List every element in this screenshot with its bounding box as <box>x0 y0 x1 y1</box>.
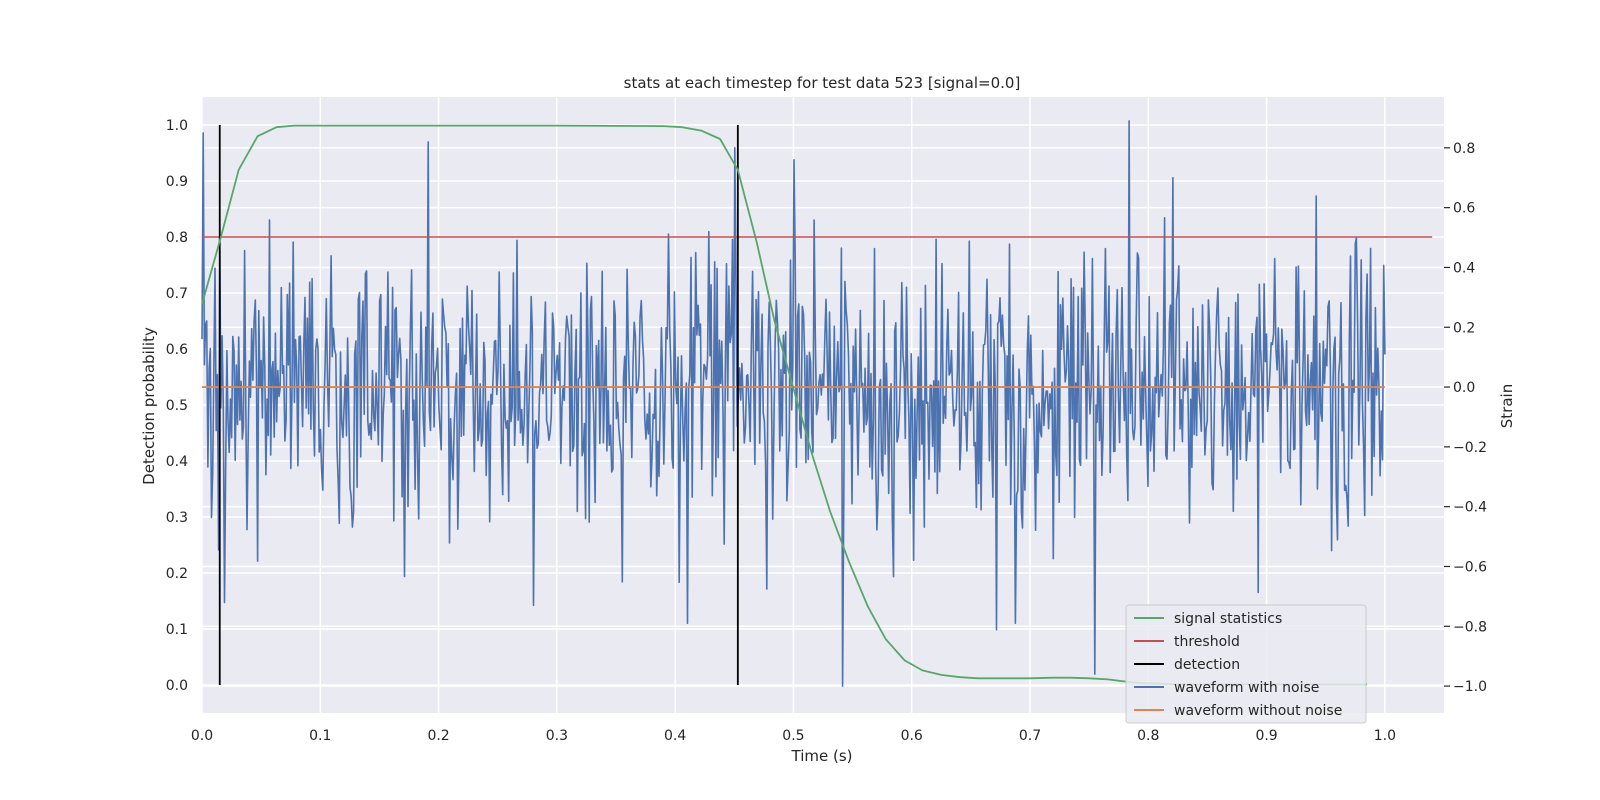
legend-entry-label: threshold <box>1174 634 1240 650</box>
plot-series <box>201 120 1433 687</box>
y-tick-label: 0.3 <box>166 510 188 526</box>
y2-tick-label: 0.8 <box>1453 141 1475 157</box>
y-tick-label: 0.4 <box>166 454 188 470</box>
legend-entry-label: waveform without noise <box>1174 703 1342 719</box>
y2-tick-label: −0.4 <box>1453 500 1487 516</box>
y-tick-label: 1.0 <box>166 118 188 134</box>
y2-tick-label: 0.0 <box>1453 380 1475 396</box>
right-y-axis-ticks: −1.0 −0.8 −0.6 −0.4 −0.2 0.0 0.2 0.4 0.6 0.8 <box>1444 141 1487 695</box>
x-tick-label: 0.8 <box>1137 728 1159 744</box>
x-tick-label: 0.0 <box>191 728 213 744</box>
legend-entry-label: signal statistics <box>1174 611 1282 627</box>
left-y-axis-label: Detection probability <box>140 327 158 485</box>
x-tick-label: 0.9 <box>1255 728 1277 744</box>
y2-tick-label: 0.2 <box>1453 320 1475 336</box>
chart-title: stats at each timestep for test data 523… <box>624 74 1021 92</box>
y2-tick-label: −0.2 <box>1453 440 1487 456</box>
y-tick-label: 0.7 <box>166 286 188 302</box>
y-tick-label: 0.6 <box>166 342 188 358</box>
left-y-axis-ticks: 0.0 0.1 0.2 0.3 0.4 0.5 0.6 0.7 0.8 0.9 1.0 <box>166 118 188 694</box>
right-y-axis-label: Strain <box>1498 384 1516 428</box>
x-tick-label: 0.3 <box>546 728 568 744</box>
y-tick-label: 0.5 <box>166 398 188 414</box>
legend-entry-label: waveform with noise <box>1174 680 1319 696</box>
y-tick-label: 0.9 <box>166 174 188 190</box>
y-tick-label: 0.0 <box>166 678 188 694</box>
x-axis-ticks: 0.0 0.1 0.2 0.3 0.4 0.5 0.6 0.7 0.8 0.9 1.0 <box>191 728 1396 744</box>
y-tick-label: 0.1 <box>166 622 188 638</box>
x-tick-label: 0.6 <box>901 728 923 744</box>
y2-tick-label: −0.8 <box>1453 619 1487 635</box>
x-tick-label: 0.2 <box>427 728 449 744</box>
x-tick-label: 0.1 <box>309 728 331 744</box>
y2-tick-label: 0.6 <box>1453 201 1475 217</box>
series-waveform-with-noise <box>201 120 1386 687</box>
x-tick-label: 1.0 <box>1374 728 1396 744</box>
x-tick-label: 0.7 <box>1019 728 1041 744</box>
x-axis-label: Time (s) <box>791 747 853 765</box>
y2-tick-label: −1.0 <box>1453 679 1487 695</box>
legend: signal statistics threshold detection wavef… <box>1125 604 1367 724</box>
y2-tick-label: −0.6 <box>1453 559 1487 575</box>
x-tick-label: 0.4 <box>664 728 686 744</box>
legend-box <box>1125 604 1367 724</box>
series-signal-statistics <box>201 124 1368 686</box>
y-tick-label: 0.2 <box>166 566 188 582</box>
y-tick-label: 0.8 <box>166 230 188 246</box>
x-tick-label: 0.5 <box>782 728 804 744</box>
legend-entry-label: detection <box>1174 657 1240 673</box>
y2-tick-label: 0.4 <box>1453 260 1475 276</box>
